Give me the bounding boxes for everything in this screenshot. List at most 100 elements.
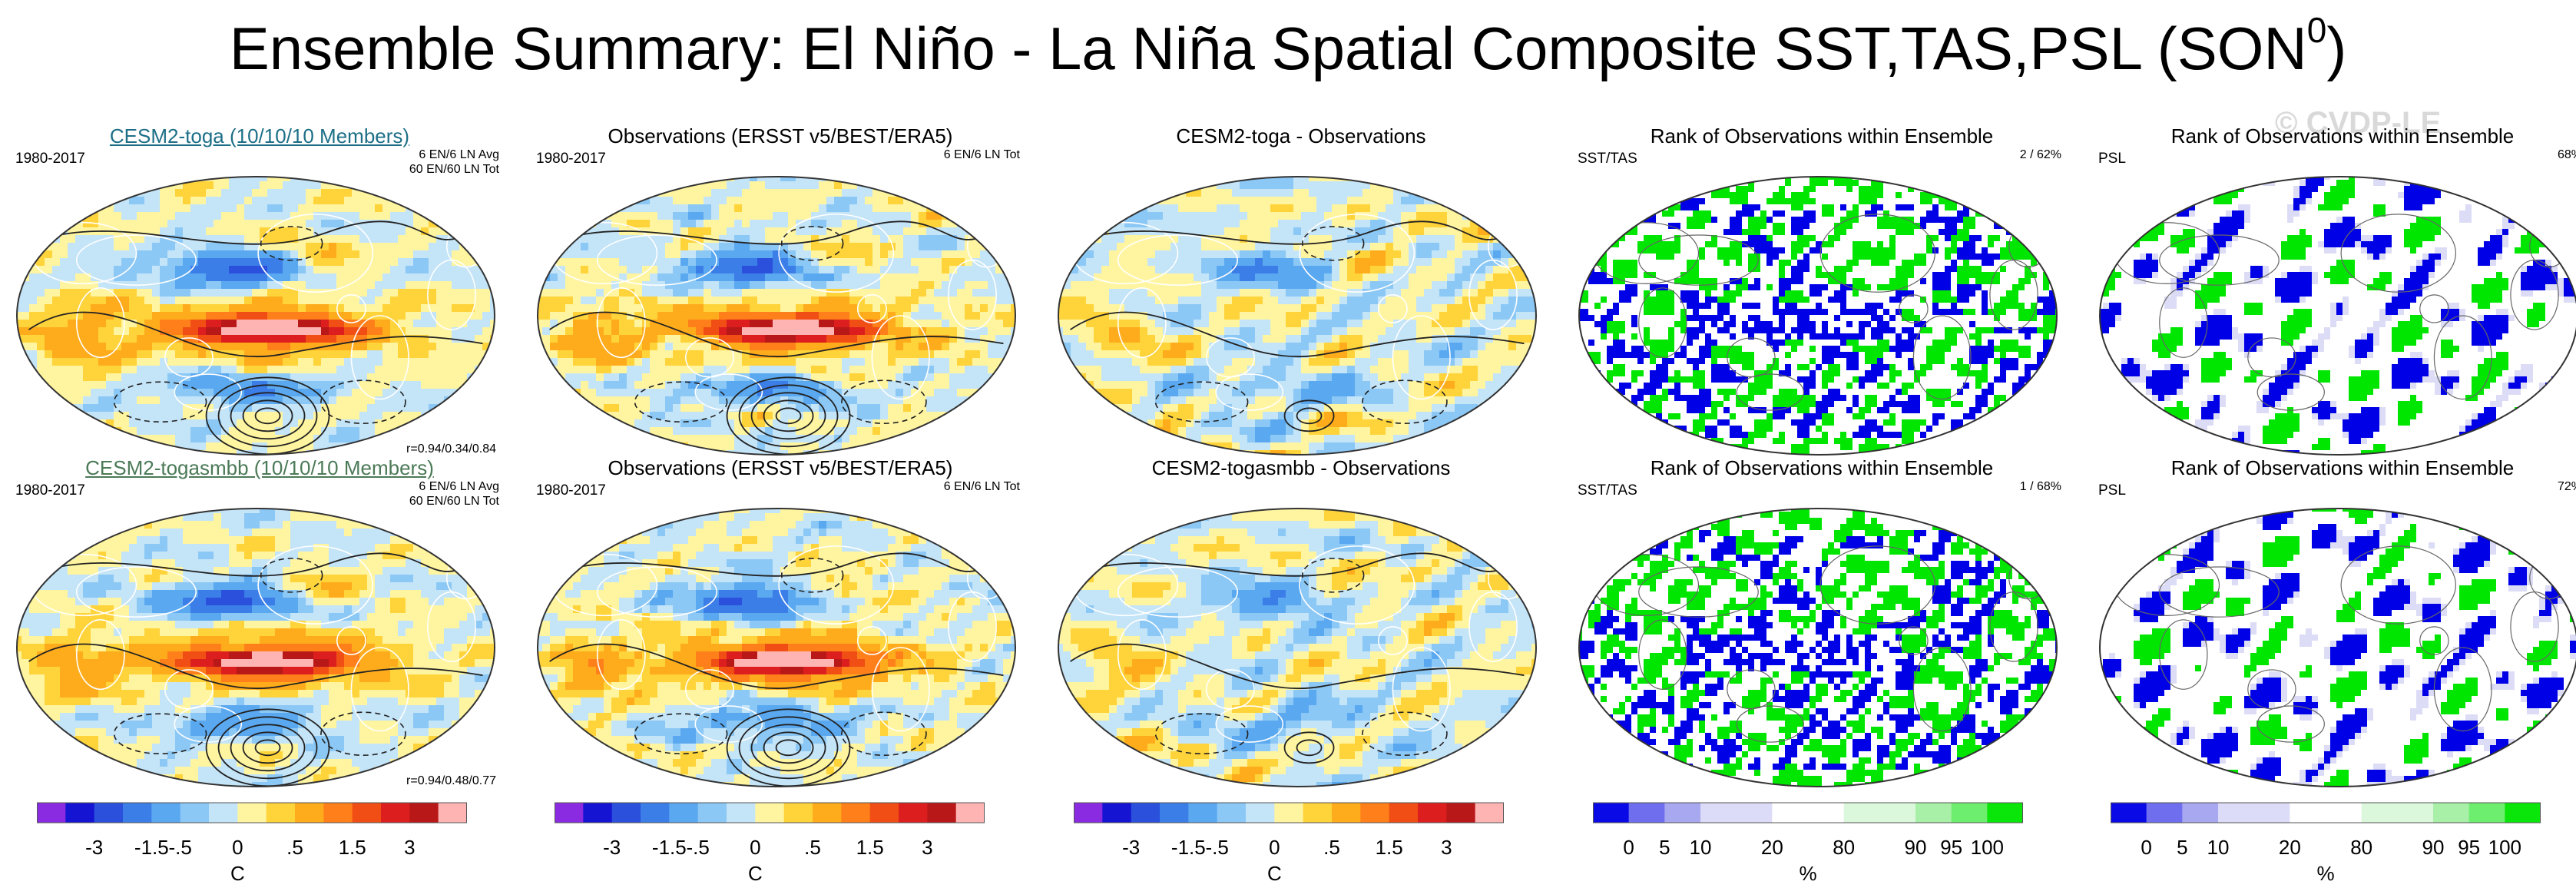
- colorbar-swatch: [2397, 803, 2434, 823]
- colorbar-swatch: [1446, 803, 1476, 823]
- colorbar-swatch: [1593, 803, 1630, 823]
- colorbar-swatch: [1418, 803, 1447, 823]
- colorbar-tick-label: 20: [2279, 836, 2301, 860]
- colorbar-unit: %: [2316, 862, 2334, 886]
- colorbar-swatch: [583, 803, 613, 823]
- colorbar-swatch: [669, 803, 699, 823]
- colorbar-swatch: [323, 803, 353, 823]
- colorbar-swatch: [1879, 803, 1916, 823]
- panel-years: 1980-2017: [536, 482, 606, 499]
- colorbar-tick-label: 20: [1761, 836, 1783, 860]
- colorbar-tick-label: -.5: [686, 836, 709, 860]
- colorbar-swatch: [1246, 803, 1275, 823]
- colorbar-swatch: [1736, 803, 1773, 823]
- colorbar-swatch: [1808, 803, 1845, 823]
- world-map: [16, 176, 495, 456]
- colorbar-swatch: [1360, 803, 1390, 823]
- colorbar-tick-label: 1.5: [856, 836, 884, 860]
- main-title: Ensemble Summary: El Niño - La Niña Spat…: [0, 10, 2576, 84]
- panel-note-line: 60 EN/60 LN Tot: [409, 494, 499, 509]
- colorbar-swatch: [295, 803, 324, 823]
- colorbar-tick-label: 10: [1690, 836, 1712, 860]
- panel-variable-label: SST/TAS: [1578, 482, 1637, 499]
- panel-note-line: 1 / 68%: [2020, 479, 2061, 494]
- colorbar-swatch: [352, 803, 382, 823]
- colorbar-swatch: [1843, 803, 1880, 823]
- colorbar-swatch: [1915, 803, 1952, 823]
- colorbar-tick-label: -1.5: [134, 836, 169, 860]
- colorbar-tick-label: 0: [1269, 836, 1280, 860]
- world-map: [537, 176, 1016, 456]
- panel-variable-label: PSL: [2098, 482, 2126, 499]
- world-map: [1058, 508, 1537, 787]
- panel-note: 72%: [2558, 479, 2576, 494]
- panel-years: 1980-2017: [15, 482, 85, 499]
- colorbar-tick-label: -.5: [168, 836, 191, 860]
- colorbar-swatch: [123, 803, 152, 823]
- colorbar-tick-label: 95: [2458, 836, 2480, 860]
- colorbar-swatch: [869, 803, 899, 823]
- map-panel: CESM2-togasmbb - Observations: [1048, 456, 1555, 802]
- colorbar-tick-label: -.5: [1205, 836, 1228, 860]
- colorbar-unit: %: [1799, 862, 1816, 886]
- colorbar-swatches: [1074, 802, 1505, 823]
- colorbar-swatch: [1664, 803, 1701, 823]
- panel-title: CESM2-togasmbb - Observations: [1048, 456, 1555, 480]
- panel-note: 68%: [2558, 147, 2576, 162]
- colorbar-tick-label: 10: [2207, 836, 2230, 860]
- colorbar-swatch: [1303, 803, 1333, 823]
- colorbar-tick-label: -3: [603, 836, 621, 860]
- colorbar-swatch: [65, 803, 95, 823]
- colorbar-tick-label: 100: [2488, 836, 2521, 860]
- colorbar-swatches: [37, 802, 468, 823]
- colorbar-swatch: [2253, 803, 2290, 823]
- panel-variable-label: SST/TAS: [1578, 151, 1637, 167]
- world-map: [2099, 176, 2576, 456]
- colorbar-swatch: [1389, 803, 1419, 823]
- colorbar-swatch: [1188, 803, 1218, 823]
- panel-title: Rank of Observations within Ensemble: [1568, 124, 2075, 148]
- colorbar-ticks: -3 -1.5 -.5 0 .5 1.5 3: [37, 836, 467, 859]
- colorbar-swatch: [1332, 803, 1361, 823]
- colorbar-ticks: -3 -1.5 -.5 0 .5 1.5 3: [555, 836, 985, 859]
- panel-title: Observations (ERSST v5/BEST/ERA5): [527, 456, 1034, 480]
- map-panel: CESM2-toga (10/10/10 Members) 1980-2017 6 …: [6, 124, 513, 470]
- colorbar-tick-label: -3: [85, 836, 103, 860]
- colorbar-swatch: [1074, 803, 1103, 823]
- colorbar-swatches: [555, 802, 985, 823]
- colorbar-swatch: [180, 803, 210, 823]
- map-panel: Rank of Observations within Ensemble SST/…: [1568, 456, 2075, 802]
- colorbar-tick-label: -1.5: [652, 836, 687, 860]
- panel-note: 6 EN/6 LN Avg 60 EN/60 LN Tot: [409, 147, 499, 177]
- colorbar-swatch: [1131, 803, 1161, 823]
- panel-note-line: 6 EN/6 LN Avg: [409, 479, 499, 494]
- colorbar-tick-label: 0: [750, 836, 760, 860]
- panel-years: 1980-2017: [15, 151, 85, 167]
- colorbar-swatch: [1772, 803, 1809, 823]
- colorbar-swatch: [555, 803, 584, 823]
- colorbar-tick-label: .5: [804, 836, 821, 860]
- map-panel: CESM2-togasmbb (10/10/10 Members) 1980-20…: [6, 456, 513, 802]
- colorbar-tick-label: 5: [1659, 836, 1670, 860]
- panel-note: 6 EN/6 LN Tot: [944, 479, 1020, 494]
- panel-title: Observations (ERSST v5/BEST/ERA5): [527, 124, 1034, 148]
- pattern-correlation: r=0.94/0.34/0.84: [406, 442, 496, 456]
- colorbar-swatch: [813, 803, 842, 823]
- world-map: [2099, 508, 2576, 787]
- colorbar-swatch: [37, 803, 66, 823]
- colorbar-tick-label: .5: [286, 836, 303, 860]
- panel-title: CESM2-toga (10/10/10 Members): [6, 124, 513, 148]
- panel-note-line: 2 / 62%: [2020, 147, 2061, 162]
- panel-note-line: 60 EN/60 LN Tot: [409, 162, 499, 177]
- world-map: [1058, 176, 1537, 456]
- colorbar-tick-label: 3: [404, 836, 415, 860]
- panel-note: 2 / 62%: [2020, 147, 2061, 162]
- colorbar-ticks: -3 -1.5 -.5 0 .5 1.5 3: [1074, 836, 1504, 859]
- colorbar-tick-label: 0: [2141, 836, 2151, 860]
- colorbar: 0 5 10 20 80 90 95 100%: [2111, 802, 2541, 885]
- colorbar-swatch: [2290, 803, 2326, 823]
- colorbar-unit: C: [748, 862, 763, 886]
- panel-note: 6 EN/6 LN Tot: [944, 147, 1020, 162]
- colorbar-swatch: [1951, 803, 1988, 823]
- colorbar-swatch: [841, 803, 871, 823]
